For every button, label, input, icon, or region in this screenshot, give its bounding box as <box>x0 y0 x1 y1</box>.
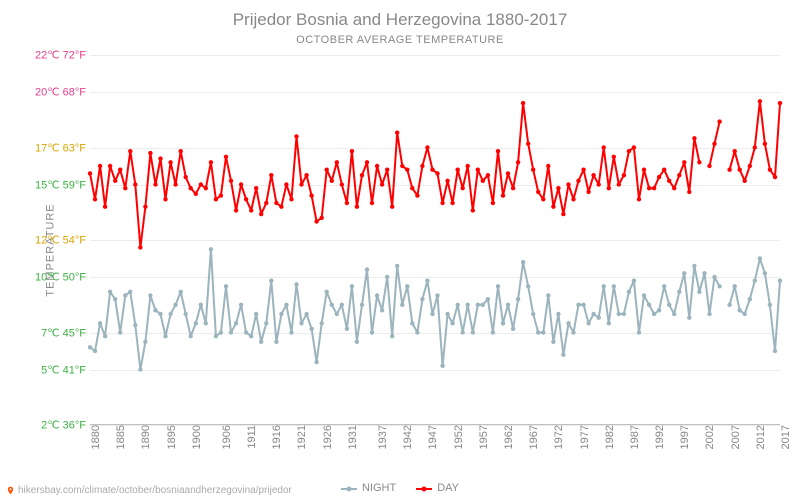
map-pin-icon <box>6 486 15 495</box>
x-tick-label: 2007 <box>726 425 742 449</box>
x-tick-label: 2002 <box>700 425 716 449</box>
x-tick-label: 1982 <box>600 425 616 449</box>
plot-area: 1880188518901895190019061911191619211926… <box>90 55 780 425</box>
chart-title: Prijedor Bosnia and Herzegovina 1880-201… <box>0 10 800 30</box>
x-tick-label: 1885 <box>111 425 127 449</box>
x-tick-label: 1997 <box>675 425 691 449</box>
x-tick-label: 1942 <box>398 425 414 449</box>
x-tick-label: 1937 <box>373 425 389 449</box>
x-tick-label: 1967 <box>524 425 540 449</box>
chart-container: Prijedor Bosnia and Herzegovina 1880-201… <box>0 0 800 500</box>
x-tick-label: 1972 <box>549 425 565 449</box>
x-tick-label: 1890 <box>136 425 152 449</box>
legend-label-day: DAY <box>437 482 459 494</box>
legend-label-night: NIGHT <box>362 482 396 494</box>
chart-subtitle: OCTOBER AVERAGE TEMPERATURE <box>0 34 800 46</box>
x-tick-label: 1880 <box>86 425 102 449</box>
x-tick-label: 2012 <box>751 425 767 449</box>
x-tick-label: 1916 <box>267 425 283 449</box>
legend-item-night: NIGHT <box>341 482 396 494</box>
x-tick-label: 1900 <box>187 425 203 449</box>
x-tick-label: 1931 <box>343 425 359 449</box>
x-tick-label: 1947 <box>423 425 439 449</box>
source-footer: hikersbay.com/climate/october/bosniaandh… <box>6 485 292 496</box>
legend-swatch-day <box>416 484 432 492</box>
x-tick-label: 1987 <box>625 425 641 449</box>
legend-swatch-night <box>341 484 357 492</box>
x-tick-label: 1921 <box>292 425 308 449</box>
x-tick-label: 1926 <box>318 425 334 449</box>
y-tick-label: 10℃ 50°F <box>26 271 86 284</box>
x-tick-label: 1962 <box>499 425 515 449</box>
x-tick-label: 1957 <box>474 425 490 449</box>
x-tick-label: 1992 <box>650 425 666 449</box>
y-tick-label: 15℃ 59°F <box>26 178 86 191</box>
source-text: hikersbay.com/climate/october/bosniaandh… <box>18 485 292 496</box>
line-series-svg <box>90 55 780 425</box>
x-tick-label: 1906 <box>217 425 233 449</box>
x-tick-label: 1977 <box>575 425 591 449</box>
legend-item-day: DAY <box>416 482 459 494</box>
x-tick-label: 1895 <box>162 425 178 449</box>
y-tick-label: 5℃ 41°F <box>26 363 86 376</box>
y-tick-label: 17℃ 63°F <box>26 141 86 154</box>
x-tick-label: 1911 <box>242 425 258 449</box>
y-tick-label: 20℃ 68°F <box>26 86 86 99</box>
x-tick-label: 2017 <box>776 425 792 449</box>
y-tick-label: 12℃ 54°F <box>26 234 86 247</box>
x-tick-label: 1952 <box>449 425 465 449</box>
y-tick-label: 2℃ 36°F <box>26 419 86 432</box>
y-tick-label: 7℃ 45°F <box>26 326 86 339</box>
y-tick-label: 22℃ 72°F <box>26 49 86 62</box>
